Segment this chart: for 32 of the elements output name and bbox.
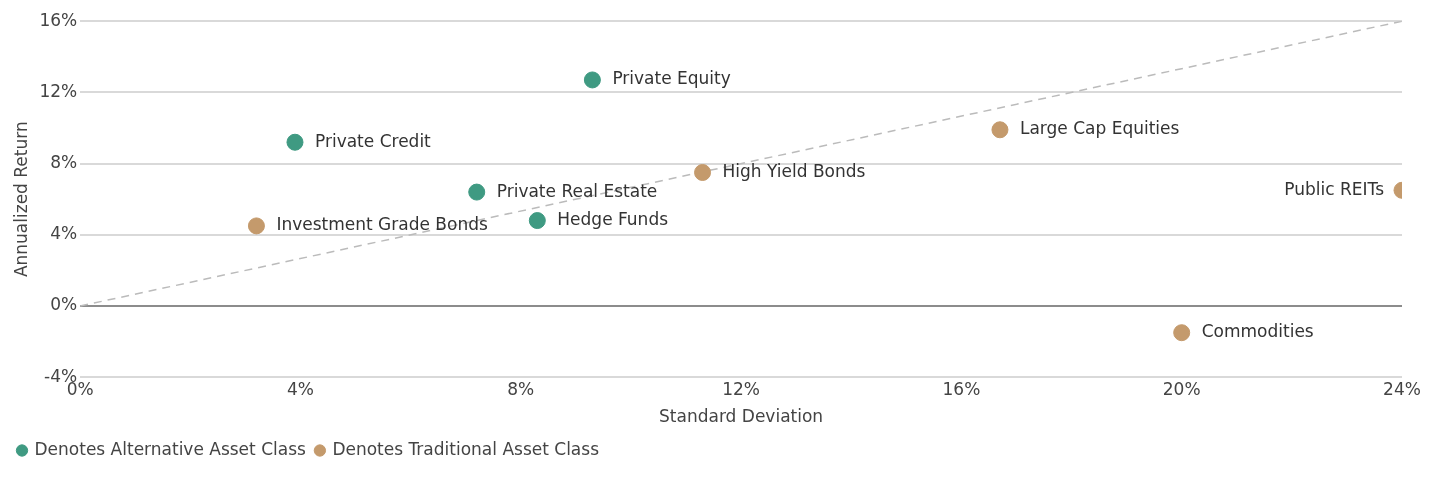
y-tick-label: 8% [50,152,78,173]
annotation: Commodities [1201,321,1314,342]
point [528,212,546,230]
annotation: High Yield Bonds [722,160,866,181]
point [247,217,265,235]
point [583,71,601,89]
x-tick-label: 20% [1162,378,1201,399]
point [1173,324,1191,342]
legend-label: Denotes Alternative Asset Class [34,438,307,459]
annotation: Large Cap Equities [1019,118,1180,139]
x-tick-label: 8% [507,378,535,399]
y-axis-title: Annualized Return [10,121,31,278]
x-tick-label: 12% [722,378,760,399]
x-tick-label: 4% [287,378,314,399]
y-tick-label: 16% [39,9,78,30]
annotation: Hedge Funds [557,208,669,229]
y-tick-label: 0% [50,294,78,315]
annotation: Private Equity [612,68,731,89]
x-tick-label: 16% [942,378,981,399]
y-tick-label: 4% [50,223,78,244]
legend-label: Denotes Traditional Asset Class [332,438,600,459]
point [468,183,486,201]
point [991,121,1009,139]
annotation: Investment Grade Bonds [276,214,488,235]
x-axis-title: Standard Deviation [659,406,824,427]
point [694,164,712,181]
x-tick-label: 24% [1383,378,1421,399]
annotation: Public REITs [1284,178,1385,199]
annotation: Private Real Estate [496,180,658,201]
y-tick-label: 12% [39,80,78,101]
point [286,133,304,151]
annotation: Private Credit [314,130,432,151]
